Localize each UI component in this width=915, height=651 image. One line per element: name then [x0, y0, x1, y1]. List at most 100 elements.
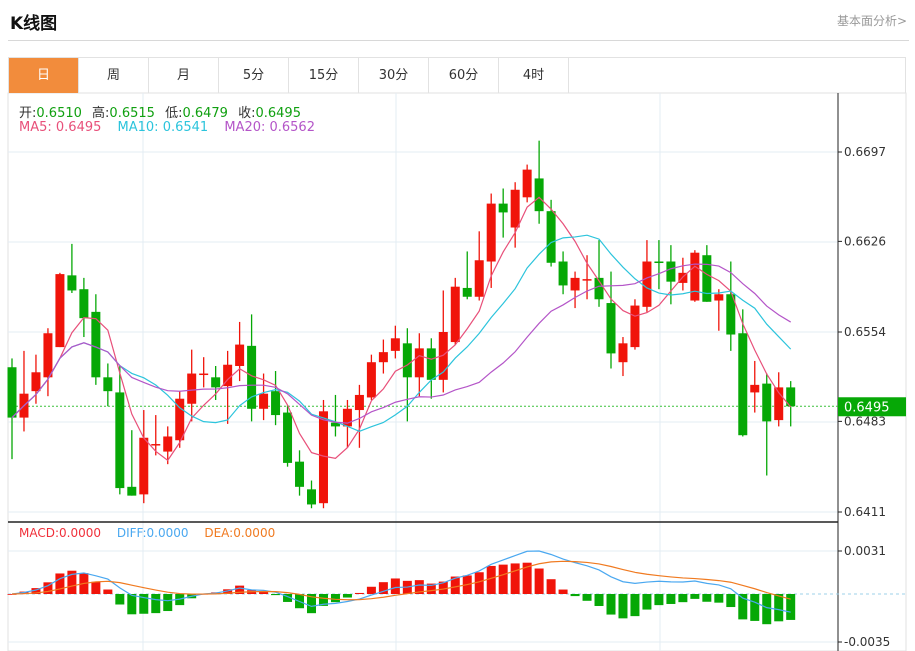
candle-body	[618, 343, 628, 363]
candle-body	[606, 303, 616, 354]
macd-bar	[534, 568, 544, 594]
macd-bar	[414, 580, 424, 594]
candle	[522, 164, 532, 203]
open-value: 0.6510	[36, 106, 82, 121]
candle-body	[486, 203, 496, 262]
candle	[354, 384, 364, 448]
macd-bar	[139, 594, 149, 614]
candle-body	[522, 169, 532, 198]
candle	[7, 358, 17, 460]
candle	[378, 339, 388, 374]
macd-bar	[666, 594, 676, 604]
candle	[786, 381, 796, 427]
fundamental-analysis-link[interactable]: 基本面分析>	[836, 14, 907, 28]
candle-body	[175, 398, 185, 441]
candle-body	[366, 362, 376, 398]
candle	[450, 277, 460, 345]
candle	[546, 199, 556, 267]
candle-body	[67, 275, 77, 291]
macd-bar	[342, 594, 352, 598]
macd-bar	[522, 562, 532, 594]
macd-value: MACD:0.0000	[19, 526, 102, 540]
candle	[283, 405, 293, 467]
macd-bar	[318, 594, 328, 606]
candle-body	[199, 373, 209, 376]
candle	[366, 354, 376, 400]
macd-bar	[223, 589, 233, 594]
macd-bar	[7, 594, 17, 595]
candle	[271, 371, 281, 426]
candle	[79, 277, 89, 338]
candle	[426, 338, 436, 399]
candle-body	[247, 345, 257, 409]
candle-body	[414, 348, 424, 378]
candle	[438, 290, 448, 393]
tab-6[interactable]: 60分	[429, 58, 499, 93]
tab-3[interactable]: 5分	[219, 58, 289, 93]
candle	[402, 328, 412, 422]
tab-5[interactable]: 30分	[359, 58, 429, 93]
candle-body	[31, 372, 41, 392]
candle-body	[582, 279, 592, 281]
candle	[558, 251, 568, 295]
candle	[151, 415, 161, 456]
ma20-line	[11, 263, 792, 424]
macd-bar	[750, 594, 760, 621]
candle-body	[223, 364, 233, 387]
macd-bar	[642, 594, 652, 610]
macd-bar	[546, 579, 556, 594]
candle-body	[762, 383, 772, 422]
current-price-badge	[838, 397, 906, 417]
candle-body	[654, 261, 664, 264]
macd-bar	[762, 594, 772, 625]
candle-body	[714, 294, 724, 301]
macd-bar	[738, 594, 748, 620]
tab-4[interactable]: 15分	[289, 58, 359, 93]
macd-bar	[91, 581, 101, 594]
candle-body	[7, 367, 17, 418]
candle-body	[307, 489, 316, 505]
candle	[774, 372, 784, 427]
candle	[199, 357, 209, 388]
candle	[498, 188, 508, 238]
tab-7[interactable]: 4时	[499, 58, 569, 93]
tab-0[interactable]: 日	[9, 58, 79, 93]
macd-bar	[55, 573, 65, 594]
candle	[31, 354, 41, 404]
candle-body	[295, 461, 305, 487]
macd-bar	[786, 594, 796, 620]
tab-1[interactable]: 周	[79, 58, 149, 93]
macd-bar	[726, 594, 736, 608]
candle	[91, 294, 101, 385]
candle-body	[738, 333, 748, 436]
diff-value: DIFF:0.0000	[116, 526, 189, 540]
candle-body	[43, 333, 53, 378]
candle-body	[474, 260, 484, 297]
candle-body	[450, 286, 460, 343]
ma-info: MA5: 0.6495 MA10: 0.6541 MA20: 0.6562	[19, 120, 321, 135]
candle-body	[91, 311, 101, 378]
candle	[295, 450, 305, 496]
candle-body	[774, 387, 784, 421]
tab-2[interactable]: 月	[149, 58, 219, 93]
candle-body	[259, 393, 269, 409]
macd-info: MACD:0.0000 DIFF:0.0000 DEA:0.0000	[19, 526, 281, 540]
period-tabs: 日周月 5分 15分 30分 60分 4时	[8, 57, 906, 93]
candle-body	[318, 411, 328, 504]
candle	[642, 240, 652, 312]
candle	[307, 480, 316, 509]
macd-bar	[103, 589, 113, 594]
candle	[55, 272, 65, 348]
candle	[163, 426, 173, 465]
price-tick-label: 0.6697	[844, 145, 886, 159]
macd-bar	[330, 594, 340, 603]
macd-bar	[426, 583, 436, 594]
macd-bar	[510, 563, 520, 594]
candle-body	[211, 377, 221, 388]
diff-line	[11, 550, 791, 613]
high-label: 高:	[92, 106, 110, 121]
candle	[474, 231, 484, 301]
candle	[259, 373, 269, 421]
macd-bar	[618, 594, 628, 619]
